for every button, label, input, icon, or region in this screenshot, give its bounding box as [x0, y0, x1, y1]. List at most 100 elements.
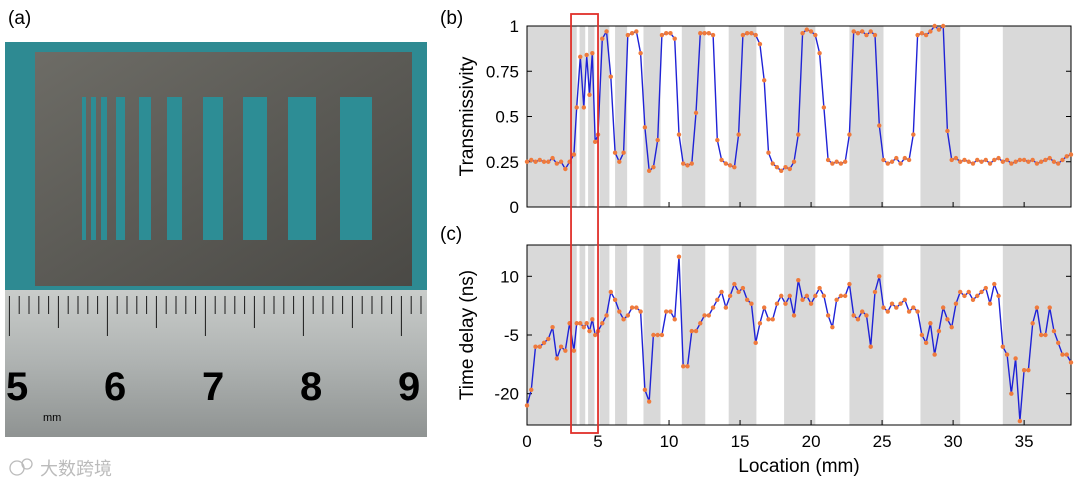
data-point — [1064, 154, 1069, 159]
shaded-band — [1002, 26, 1071, 207]
y-tick-label: 1 — [510, 17, 519, 36]
data-point — [672, 317, 677, 322]
data-point — [958, 159, 963, 164]
shaded-band — [784, 245, 816, 425]
x-tick-label: 5 — [593, 432, 602, 451]
chart-time-delay: -20 -5 10 0 5 10 15 20 25 30 35 Time delay (ns) L… — [457, 244, 1074, 477]
data-point — [885, 309, 890, 314]
data-point — [689, 161, 694, 166]
data-point — [975, 293, 980, 299]
data-point — [932, 352, 937, 357]
data-point — [608, 289, 614, 295]
data-point — [736, 132, 741, 137]
data-point — [940, 23, 946, 29]
data-point — [646, 399, 652, 404]
x-tick-label: 0 — [522, 432, 531, 451]
steel-ruler — [5, 290, 427, 437]
data-point — [1026, 368, 1031, 373]
data-point — [851, 313, 856, 318]
data-point — [617, 309, 622, 314]
data-point — [749, 31, 754, 36]
data-point — [1038, 332, 1044, 338]
data-point — [804, 27, 810, 32]
data-point — [1026, 159, 1031, 164]
data-point — [702, 31, 707, 36]
data-point — [783, 164, 788, 170]
data-point — [923, 32, 929, 38]
data-point — [1000, 159, 1006, 164]
data-point — [524, 159, 530, 164]
shaded-band — [681, 26, 706, 207]
data-point — [1021, 157, 1027, 163]
data-point — [838, 293, 844, 299]
data-point — [949, 157, 954, 163]
data-point — [732, 164, 737, 170]
data-point — [881, 157, 886, 163]
y-tick-label: 0.75 — [486, 62, 519, 81]
data-point — [906, 309, 912, 314]
data-point — [629, 305, 635, 310]
ruler-number-8: 8 — [300, 365, 322, 409]
data-point — [524, 403, 530, 408]
data-point — [563, 348, 568, 353]
data-point — [825, 313, 831, 318]
data-point — [719, 289, 724, 295]
slot — [116, 97, 125, 240]
data-point — [932, 23, 937, 29]
data-point — [762, 305, 767, 310]
data-point — [808, 29, 814, 34]
data-point — [804, 293, 810, 299]
data-point — [842, 293, 848, 299]
data-point — [529, 157, 534, 163]
data-point — [1056, 161, 1061, 166]
data-point — [546, 159, 551, 164]
data-point — [1004, 157, 1010, 163]
data-point — [902, 155, 908, 161]
data-point — [715, 297, 720, 302]
data-point — [642, 387, 648, 392]
data-point — [877, 274, 882, 279]
data-point — [693, 110, 699, 116]
data-point — [1009, 161, 1014, 166]
watermark: 大数跨境 — [9, 458, 112, 479]
data-point — [842, 159, 848, 164]
data-point — [727, 293, 733, 299]
shaded-band — [599, 245, 610, 425]
data-point — [821, 105, 827, 110]
data-point — [563, 166, 568, 172]
data-point — [587, 92, 592, 97]
data-point — [868, 29, 873, 34]
data-point — [1051, 328, 1057, 334]
data-point — [783, 301, 788, 306]
data-point — [592, 139, 598, 145]
data-point — [604, 313, 609, 318]
data-point — [1064, 352, 1069, 357]
data-point — [629, 31, 635, 36]
data-point — [864, 313, 869, 318]
data-point — [693, 328, 699, 334]
y-tick-label: 0.5 — [495, 108, 519, 127]
data-point — [953, 155, 959, 161]
data-point — [757, 321, 763, 326]
data-point — [966, 159, 971, 164]
y-tick-label: -20 — [494, 385, 519, 404]
data-point — [753, 340, 758, 346]
data-point — [813, 32, 818, 38]
data-point — [838, 161, 844, 166]
data-point — [847, 281, 852, 287]
sample-photo: 5 6 7 8 9 mm — [5, 42, 427, 437]
data-point — [550, 324, 555, 330]
data-point — [744, 31, 750, 36]
data-point — [779, 168, 784, 173]
data-point — [642, 125, 648, 130]
data-point — [1038, 159, 1044, 164]
data-point — [881, 305, 886, 310]
shaded-band — [579, 245, 586, 425]
shaded-band — [588, 26, 595, 207]
data-point — [612, 150, 618, 155]
data-point — [558, 344, 564, 349]
slot — [167, 97, 182, 240]
time-delay-markers — [524, 254, 1074, 424]
data-point — [855, 31, 861, 36]
data-point — [574, 105, 579, 110]
